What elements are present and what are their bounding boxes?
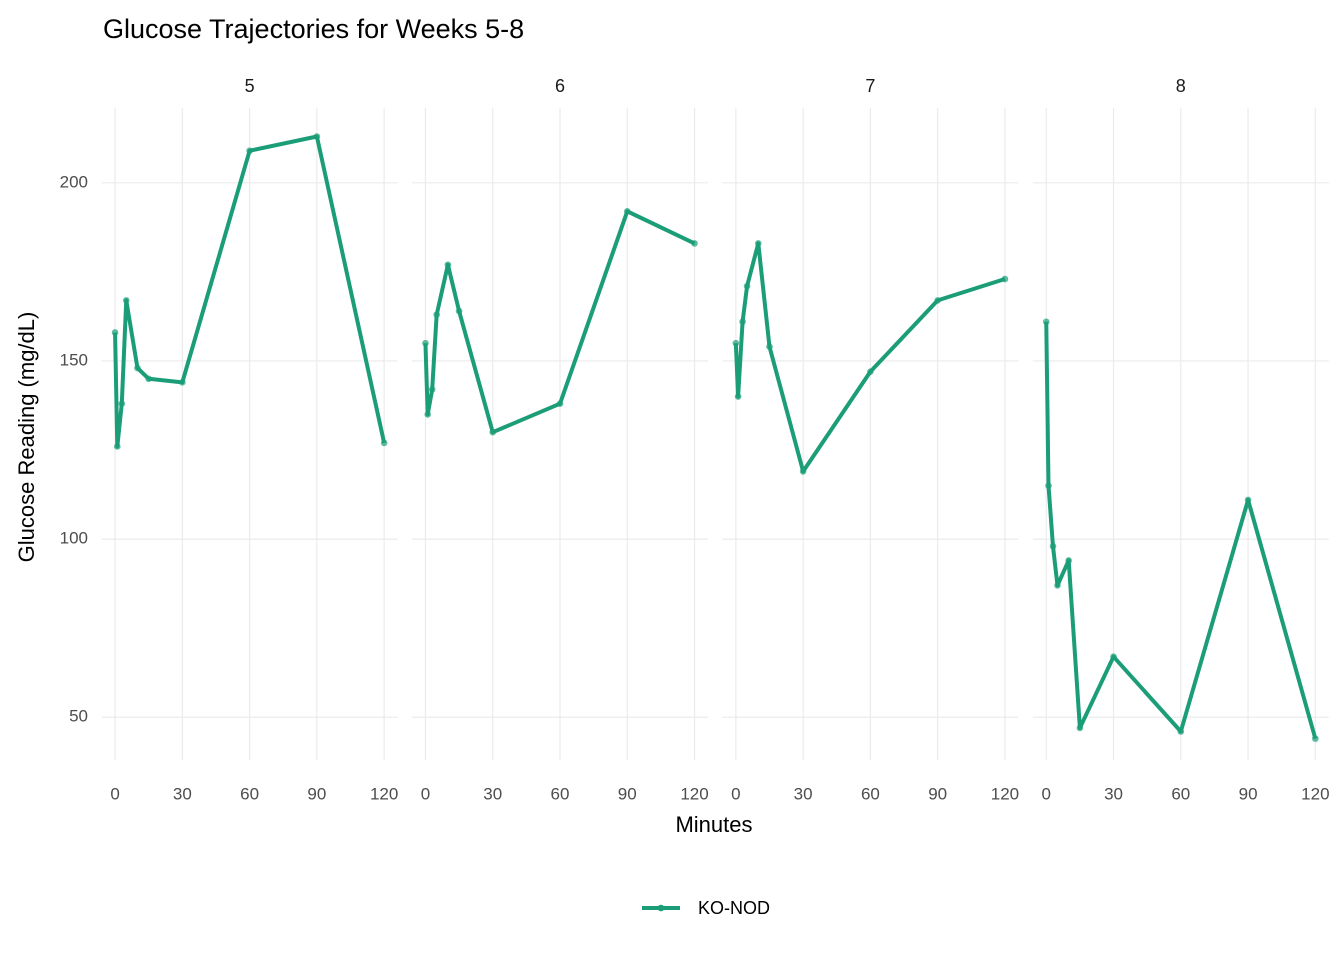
x-axis-label: Minutes (675, 812, 752, 837)
data-point (246, 147, 253, 155)
data-point (444, 261, 452, 269)
data-point (1177, 728, 1185, 735)
x-tick-label: 90 (928, 784, 947, 803)
data-point (743, 282, 751, 290)
y-tick-label: 200 (60, 172, 88, 191)
x-tick-label: 30 (794, 784, 813, 803)
data-point (122, 297, 130, 304)
data-point (489, 428, 497, 436)
x-tick-label: 0 (731, 784, 740, 803)
x-tick-label: 0 (421, 784, 430, 803)
data-point (732, 339, 740, 347)
data-point (799, 468, 807, 475)
data-point (433, 311, 440, 318)
y-axis-label: Glucose Reading (mg/dL) (14, 312, 39, 563)
x-tick-label: 0 (110, 784, 119, 803)
series-line (423, 209, 696, 435)
data-point (134, 364, 141, 372)
data-point (739, 318, 746, 326)
series-line (113, 134, 387, 449)
x-tick-label: 30 (173, 784, 192, 803)
data-point (1065, 557, 1072, 564)
x-tick-label: 30 (1104, 784, 1123, 803)
x-tick-label: 120 (680, 784, 708, 803)
data-point (734, 393, 742, 400)
data-point (766, 343, 773, 351)
x-tick-label: 120 (370, 784, 398, 803)
data-point (1076, 724, 1084, 732)
x-tick-label: 90 (1239, 784, 1258, 803)
x-tick-label: 60 (551, 784, 570, 803)
x-tick-label: 120 (1301, 784, 1329, 803)
data-point (455, 307, 463, 315)
data-point (1042, 318, 1050, 326)
data-point (380, 439, 388, 447)
series-line (733, 241, 1006, 474)
series-line (1044, 321, 1318, 740)
data-point (313, 133, 321, 140)
data-point (113, 443, 121, 450)
data-point (1049, 542, 1057, 550)
data-point (118, 400, 126, 408)
legend-label: KO-NOD (698, 898, 770, 918)
data-point (1045, 482, 1052, 489)
data-point (145, 375, 152, 383)
x-tick-label: 60 (240, 784, 259, 803)
data-point (556, 400, 564, 408)
data-point (422, 339, 429, 347)
facet-label: 8 (1176, 76, 1186, 96)
data-point (1312, 735, 1319, 742)
facet-label: 6 (555, 76, 565, 96)
x-tick-label: 90 (618, 784, 637, 803)
data-point (691, 240, 698, 247)
data-point (867, 368, 874, 375)
data-point (424, 411, 431, 418)
legend-point (657, 904, 665, 912)
data-point (428, 386, 436, 393)
data-point (111, 329, 119, 336)
x-tick-label: 0 (1042, 784, 1051, 803)
legend: KO-NOD (642, 898, 770, 918)
facet-label: 5 (245, 76, 255, 96)
x-tick-label: 90 (307, 784, 326, 803)
data-point (1244, 496, 1252, 504)
data-point (934, 297, 941, 304)
data-point (1110, 653, 1117, 660)
data-point (1054, 582, 1061, 589)
x-tick-label: 30 (483, 784, 502, 803)
chart-title: Glucose Trajectories for Weeks 5-8 (103, 14, 524, 44)
y-tick-label: 100 (60, 529, 88, 548)
x-tick-label: 120 (991, 784, 1019, 803)
facet-label: 7 (865, 76, 875, 96)
data-point (1001, 275, 1009, 283)
data-point (179, 379, 186, 386)
data-point (623, 208, 631, 215)
y-tick-label: 150 (60, 350, 88, 369)
y-tick-label: 50 (69, 707, 88, 726)
x-tick-label: 60 (1171, 784, 1190, 803)
data-point (754, 240, 762, 247)
x-tick-label: 60 (861, 784, 880, 803)
